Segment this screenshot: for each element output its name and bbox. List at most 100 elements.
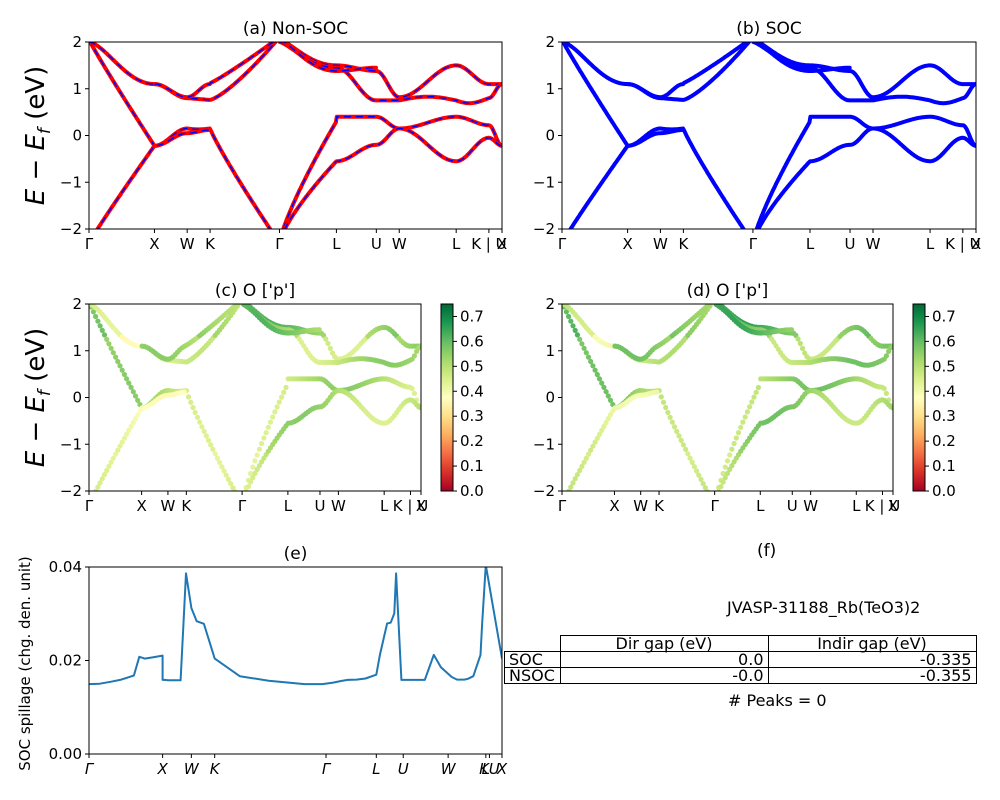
k-tick-label: K | U [471,235,506,253]
peaks-label: # Peaks = 0 [728,691,827,710]
colorbar-d [912,303,926,492]
scatter-point-d [585,354,592,360]
scatter-point-d [881,385,887,392]
scatter-point-d [694,468,700,474]
scatter-point-c [327,345,333,351]
k-tick-label: W [441,760,457,778]
k-tick-label: K [181,497,192,515]
scatter-point-c [113,451,119,457]
scatter-point-d [797,340,803,347]
bands-b [562,42,976,229]
scatter-point-c [186,394,192,400]
scatter-point-c [272,409,278,415]
scatter-point-d [788,327,795,333]
k-tick-label: L [852,497,861,515]
colorbar-tick-label: 0.2 [460,432,484,450]
gap-table: Dir gap (eV) Indir gap (eV) SOC 0.0 -0.3… [504,635,977,684]
table-row: NSOC -0.0 -0.355 [504,667,977,684]
colorbar-tick-label: 0.7 [932,307,956,325]
scatter-point-c [254,466,260,472]
scatter-point-c [117,443,123,449]
scatter-point-c [409,385,415,392]
k-tick-label: X [136,497,146,515]
scatter-point-d [568,318,574,324]
scatter-point-c [135,397,141,403]
k-tick-label: W [803,497,818,515]
scatter-point-c [259,440,265,447]
panel-title-e: (e) [284,544,308,564]
scatter-point-c [243,489,249,491]
colorbar-tick-label: 0.6 [460,332,484,350]
scatter-point-c [203,433,209,439]
scatter-point-d [658,394,664,400]
scatter-point-c [248,470,254,477]
scatter-point-d [588,447,594,453]
table-header-row: Dir gap (eV) Indir gap (eV) [505,635,977,652]
k-tick-label: W [184,760,200,778]
scatter-point-c [281,389,287,395]
k-tick-label: X [496,760,508,778]
spillage-line [89,567,502,686]
colorbar-tick-label: 0.7 [460,307,484,325]
k-tick-label: KU [479,760,500,778]
scatter-point-c [106,341,112,347]
band-line-a [89,42,272,229]
y-tick-label: 2 [545,295,555,313]
scatter-point-d [687,455,693,461]
scatter-point-c [132,416,139,422]
k-tick-label: W [392,235,407,253]
scatter-point-d [716,489,722,491]
scatter-point-c [135,412,141,418]
band-line-a [154,42,275,98]
k-tick-label: U [371,235,382,253]
scatter-point-d [724,470,731,476]
scatter-point-d [883,390,890,396]
scatter-point-c [252,458,258,464]
scatter-point-c [99,327,105,333]
scatter-point-d [592,367,598,373]
scatter-point-c [212,451,218,457]
scatter-point-d [671,424,678,430]
band-line-a [96,129,211,229]
k-tick-label: L [380,497,389,515]
scatter-point-d [696,472,702,478]
scatter-point-d [667,414,673,420]
k-tick-label: U [845,235,856,253]
colorbar-tick-label: 0.1 [932,457,956,475]
scatter-point-d [674,428,680,434]
scatter-point-d [724,458,731,464]
scatter-point-c [130,389,136,395]
k-tick-label: U [787,497,798,515]
band-line-b [756,126,976,229]
scatter-point-d [685,451,691,457]
band-line-b [753,42,976,100]
k-tick-label: W [180,235,195,253]
scatter-point-d [665,409,671,416]
colorbar-tick-label: 0.4 [932,382,956,400]
scatter-point-d [588,358,594,365]
scatter-point-c [263,430,269,436]
y-tick-label: −1 [533,173,555,191]
scatter-point-c [225,476,231,482]
scatter-point-d [663,404,669,411]
scatter-point-d [574,332,581,338]
scatter-point-d [729,463,735,469]
y-tick-label: 2 [72,295,82,313]
scatter-point-c [99,476,105,482]
scatter-point-c [223,472,229,478]
scatter-point-c [106,463,112,469]
scatter-point-d [570,323,576,329]
y-tick-label: −2 [60,482,82,500]
scatter-point-d [890,343,893,349]
scatter-point-d [660,399,667,405]
scatter-point-d [727,466,733,472]
scatter-point-d [795,336,801,342]
scatter-point-d [689,459,695,465]
k-tick-label: K | U [865,497,900,515]
scatter-point-d [886,348,892,354]
scatter-point-c [188,399,194,405]
band-line-a [282,116,502,229]
k-tick-label: K [205,235,216,253]
y-axis-label-a: E − Ef (eV) [21,66,55,206]
scatter-point-c [414,348,420,354]
